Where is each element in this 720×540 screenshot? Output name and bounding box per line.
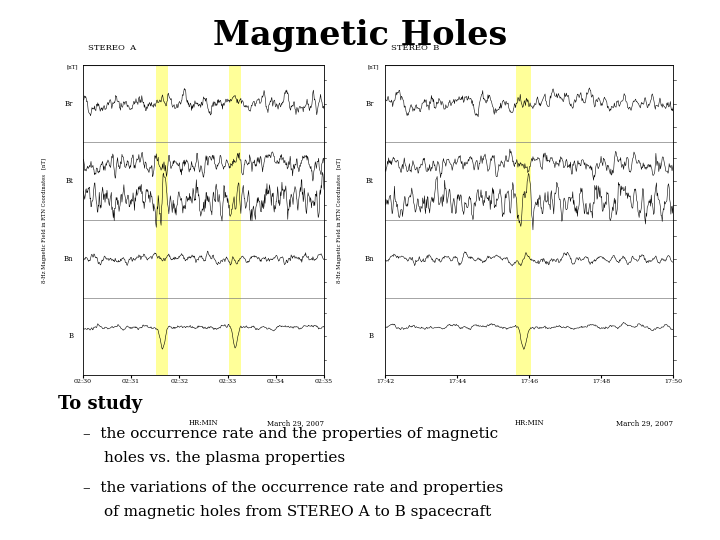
Text: holes vs. the plasma properties: holes vs. the plasma properties [104,451,346,465]
Text: 8-Hz Magnetic Field in RTN Coordinates   [nT]: 8-Hz Magnetic Field in RTN Coordinates [… [42,158,47,282]
Text: 8-Hz Magnetic Field in RTN Coordinates   [nT]: 8-Hz Magnetic Field in RTN Coordinates [… [337,158,341,282]
Text: Bt: Bt [366,177,374,185]
Bar [229,65,240,375]
Text: –  the occurrence rate and the properties of magnetic: – the occurrence rate and the properties… [83,427,498,441]
Text: –  the variations of the occurrence rate and properties: – the variations of the occurrence rate … [83,481,503,495]
Text: Br: Br [65,99,73,107]
Text: Bn: Bn [63,255,73,263]
Text: [nT]: [nT] [368,65,379,70]
Text: of magnetic holes from STEREO A to B spacecraft: of magnetic holes from STEREO A to B spa… [104,505,492,519]
Text: B: B [68,333,73,341]
Bar [156,65,168,375]
Text: Bt: Bt [66,177,73,185]
Text: To study: To study [58,395,142,413]
Text: STEREO  A: STEREO A [88,44,136,52]
Text: STEREO  B: STEREO B [391,44,439,52]
Text: March 29, 2007: March 29, 2007 [267,419,324,427]
Bar [516,65,531,375]
Text: Magnetic Holes: Magnetic Holes [213,19,507,52]
Text: [nT]: [nT] [66,65,78,70]
Text: HR:MIN: HR:MIN [514,419,544,427]
Text: B: B [369,333,374,341]
Text: HR:MIN: HR:MIN [189,419,218,427]
Text: March 29, 2007: March 29, 2007 [616,419,673,427]
Text: Bn: Bn [364,255,374,263]
Text: Br: Br [365,99,374,107]
